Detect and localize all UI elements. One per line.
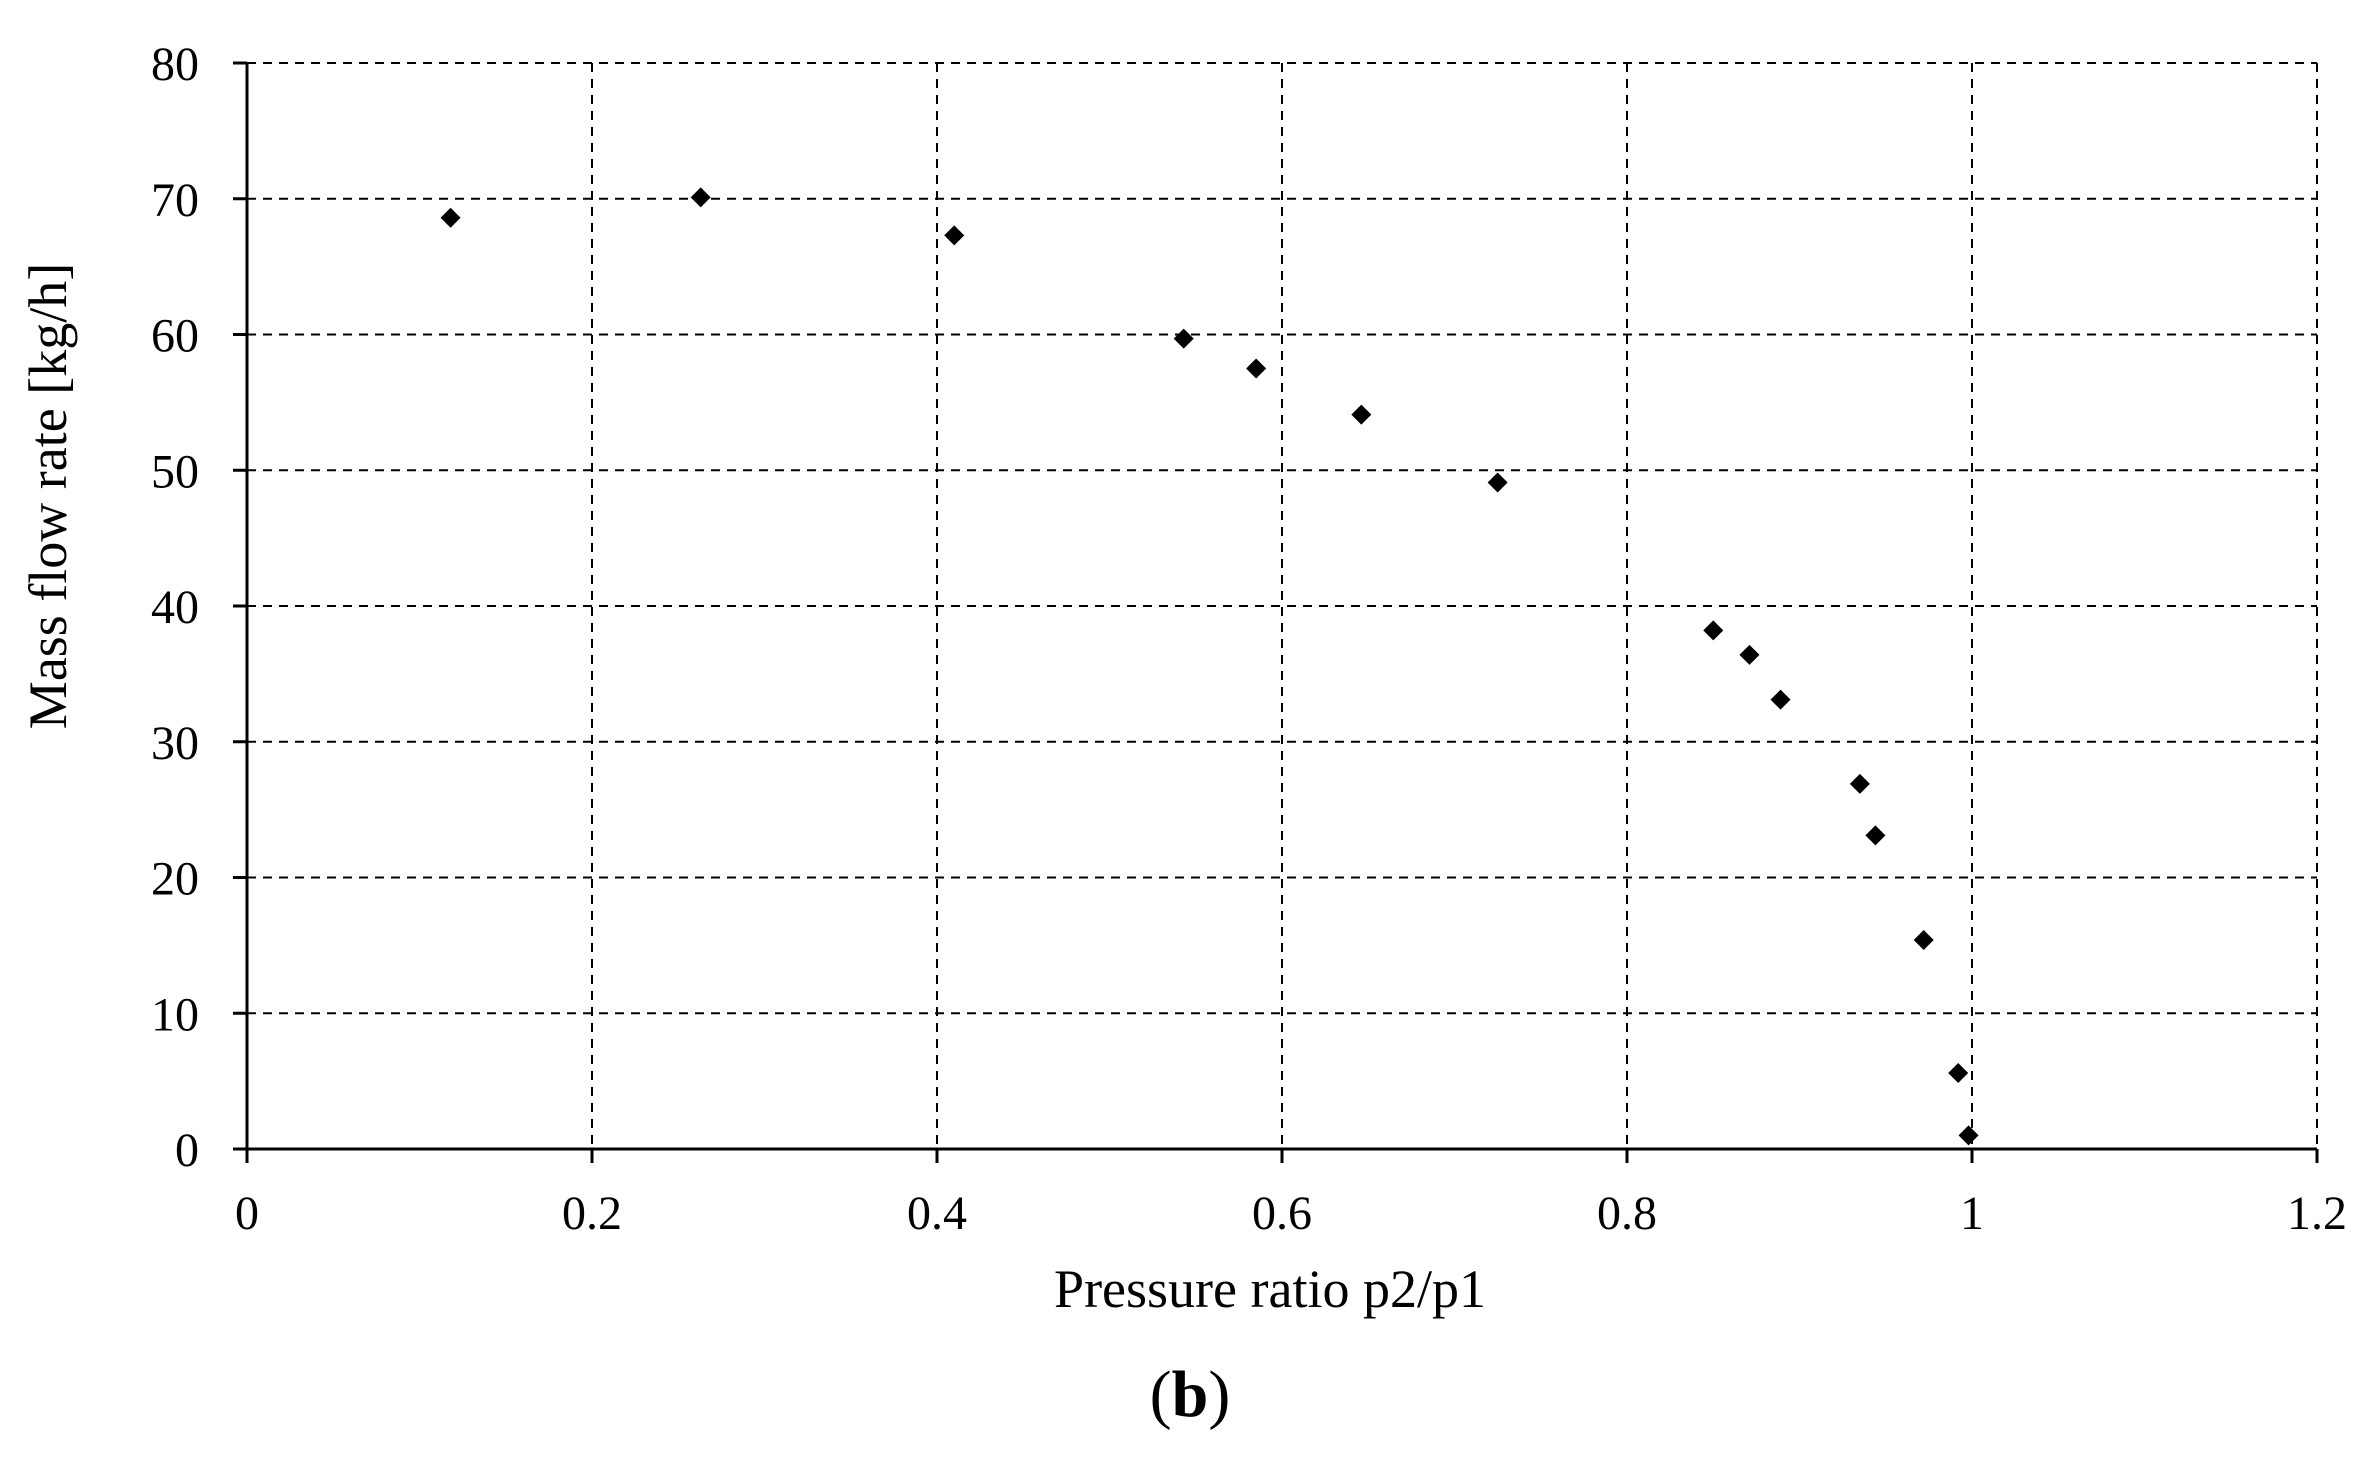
panel-label-open: ( [1150,1358,1172,1431]
y-tick-label: 50 [151,445,199,498]
data-point [1770,689,1791,710]
data-point [1948,1062,1969,1083]
data-point [1246,358,1267,379]
y-tick-label: 80 [151,38,199,91]
x-tick-label: 1.2 [2287,1187,2347,1240]
data-point [1739,644,1760,665]
x-tick-labels: 0 0.2 0.4 0.6 0.8 1 1.2 [235,1187,2347,1240]
x-axis-title: Pressure ratio p2/p1 [1054,1259,1486,1319]
tick-marks [233,61,2319,1163]
x-tick-label: 0.4 [907,1187,967,1240]
data-point [1351,404,1372,425]
x-tick-label: 0.8 [1597,1187,1657,1240]
data-point [1703,620,1724,641]
data-point [690,187,711,208]
y-axis-title: Mass flow rate [kg/h] [18,263,78,729]
y-tick-label: 70 [151,174,199,227]
data-point [1487,472,1508,493]
x-tick-label: 1 [1960,1187,1984,1240]
data-point [1865,825,1886,846]
data-points [440,187,1979,1146]
y-tick-label: 0 [175,1124,199,1177]
x-tick-label: 0 [235,1187,259,1240]
data-point [944,225,965,246]
data-point [1173,328,1194,349]
y-tick-label: 30 [151,717,199,770]
panel-label-letter: b [1172,1358,1209,1431]
x-tick-label: 0.2 [562,1187,622,1240]
y-tick-label: 40 [151,581,199,634]
panel-label: (b) [1150,1358,1231,1431]
data-point [1849,773,1870,794]
y-tick-labels: 0 10 20 30 40 50 60 70 80 [151,38,199,1177]
data-point [1958,1125,1979,1146]
panel-label-close: ) [1208,1358,1230,1431]
y-tick-label: 20 [151,853,199,906]
y-tick-label: 60 [151,310,199,363]
grid-lines [247,62,2318,1149]
x-tick-label: 0.6 [1252,1187,1312,1240]
data-point [440,207,461,228]
y-tick-label: 10 [151,988,199,1041]
data-point [1913,929,1934,950]
